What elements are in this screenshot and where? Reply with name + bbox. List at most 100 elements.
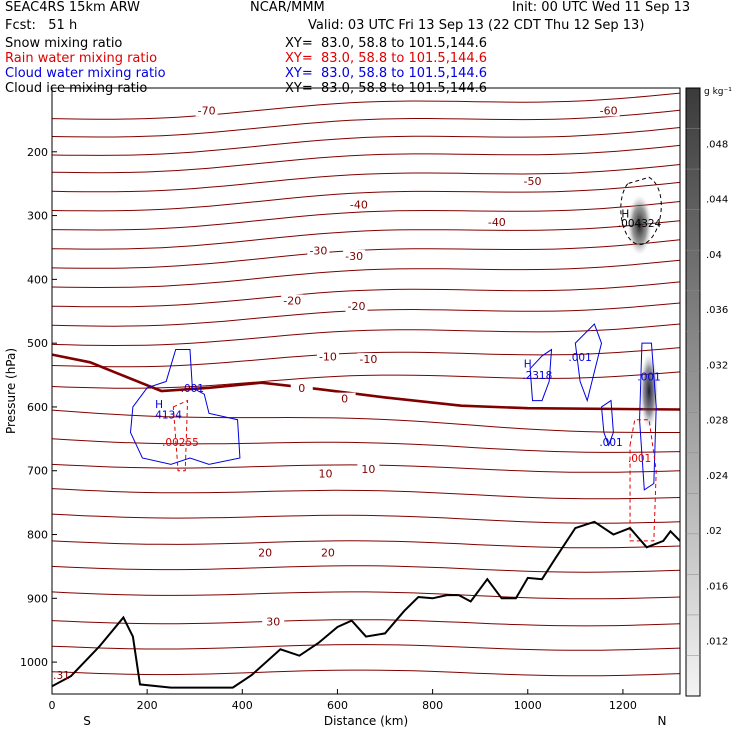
cloud-water-contour — [129, 349, 241, 465]
legend-snow-xy: XY= 83.0, 58.8 to 101.5,144.6 — [285, 36, 488, 51]
colorbar-unit-label: g kg⁻¹ — [704, 87, 732, 97]
isotherm-label: -20 — [348, 300, 366, 313]
isotherm-label: -60 — [600, 104, 618, 117]
isotherm-label-bg — [597, 104, 620, 117]
colorbar-tick-label: .024 — [706, 471, 728, 482]
y-tick-label: 600 — [27, 401, 48, 414]
isotherm-label-bg — [316, 546, 339, 559]
isotherm-line — [52, 488, 680, 500]
isotherm-label-bg — [485, 215, 508, 228]
colorbar-tick-label: .032 — [706, 360, 728, 371]
y-tick-label: 800 — [27, 529, 48, 542]
isotherm-line — [52, 181, 680, 212]
isotherm-line — [52, 513, 680, 524]
y-tick-label: 1000 — [20, 656, 48, 669]
isotherm-line — [52, 127, 680, 156]
contour-value-label: .001 — [599, 437, 622, 449]
isotherm-line — [52, 201, 680, 231]
contour-value-label: .001 — [181, 383, 204, 395]
y-tick-label: 500 — [27, 337, 48, 350]
isotherm-label: -10 — [359, 353, 377, 366]
isotherm-line — [52, 565, 680, 573]
contour-value-label: 4134 — [155, 410, 182, 422]
legend-cloudwater-xy: XY= 83.0, 58.8 to 101.5,144.6 — [285, 66, 488, 81]
x-tick-label: 0 — [49, 699, 56, 712]
x-tick-label: 1200 — [609, 699, 637, 712]
colorbar-tick-label: .02 — [706, 526, 722, 537]
org-label: NCAR/MMM — [250, 0, 325, 15]
isotherm-label: 20 — [321, 546, 335, 559]
contour-value-label: H — [621, 209, 629, 221]
model-title: SEAC4RS 15km ARW — [5, 0, 141, 15]
x-tick-label: 1000 — [514, 699, 542, 712]
isotherm-label-bg — [345, 300, 368, 313]
colorbar-tick-label: .028 — [706, 416, 728, 427]
contour-value-label: .001 — [628, 453, 651, 465]
isotherm-label: -20 — [283, 294, 301, 307]
isotherm-line — [52, 109, 680, 138]
isotherm-line — [52, 347, 680, 368]
isotherm-line — [52, 619, 680, 627]
isotherm-label-bg — [262, 615, 285, 628]
legend-cloudwater-label: Cloud water mixing ratio — [5, 66, 166, 81]
colorbar-tick-label: .036 — [706, 305, 728, 316]
isotherm-label-bg — [307, 244, 330, 257]
isotherm-line — [52, 281, 680, 308]
north-label: N — [658, 714, 667, 728]
isotherm-line — [52, 409, 680, 433]
isotherm-label: -50 — [524, 175, 542, 188]
contour-value-label: .001 — [637, 371, 660, 383]
isotherm-label: 0 — [298, 382, 305, 395]
rain-contour — [172, 399, 189, 472]
isotherm-line — [52, 323, 680, 347]
cloud-ice-contour — [620, 176, 662, 245]
isotherm-label: 20 — [258, 546, 272, 559]
legend-rain-xy: XY= 83.0, 58.8 to 101.5,144.6 — [285, 51, 488, 66]
isotherm-line — [52, 438, 680, 453]
legend-snow-label: Snow mixing ratio — [5, 36, 123, 51]
isotherm-line — [52, 644, 680, 651]
x-axis-title: Distance (km) — [324, 714, 408, 728]
legend-rain-label: Rain water mixing ratio — [5, 51, 158, 66]
cloud-water-contour — [600, 399, 614, 447]
isotherm-line — [52, 669, 680, 677]
y-tick-label: 700 — [27, 465, 48, 478]
isotherm-label-bg — [195, 104, 218, 117]
colorbar-tick-label: .016 — [706, 581, 728, 592]
cloud-water-contour — [574, 323, 603, 403]
cloud-water-contour — [529, 348, 553, 402]
x-tick-label: 200 — [137, 699, 158, 712]
contour-value-label: .00255 — [162, 437, 199, 449]
isotherm-label-bg — [357, 353, 380, 366]
contour-value-label: H — [524, 359, 532, 371]
colorbar — [685, 87, 701, 697]
isotherm-line — [52, 164, 680, 193]
isotherm-label-bg — [316, 350, 339, 363]
cloud-ice-shading — [627, 195, 652, 256]
isotherm-label: -40 — [488, 216, 506, 229]
isotherm-label-bg — [343, 249, 366, 262]
y-tick-label: 300 — [27, 210, 48, 223]
isotherm-label: -40 — [350, 199, 368, 212]
isotherm-label-bg — [333, 392, 356, 405]
isotherm-line — [52, 540, 680, 549]
isotherm-label: -30 — [345, 250, 363, 263]
init-time: Init: 00 UTC Wed 11 Sep 13 — [512, 0, 691, 15]
contour-value-label: .31 — [53, 670, 70, 682]
contour-value-label: .001 — [568, 352, 591, 364]
isotherm-label-bg — [521, 175, 544, 188]
x-tick-label: 800 — [422, 699, 443, 712]
isotherm-label: -70 — [198, 104, 216, 117]
isotherm-label-bg — [357, 462, 380, 475]
contour-value-label: H — [155, 399, 163, 411]
isotherm-line — [52, 220, 680, 250]
colorbar-tick-label: .012 — [706, 637, 728, 648]
isotherm-line — [52, 92, 680, 120]
isotherm-label-bg — [254, 546, 277, 559]
contour-value-label: .2318 — [522, 370, 552, 382]
isotherm-label: 0 — [341, 393, 348, 406]
isotherm-label-bg — [314, 467, 337, 480]
isotherm-label-bg — [347, 198, 370, 211]
colorbar-tick-label: .04 — [706, 250, 722, 261]
